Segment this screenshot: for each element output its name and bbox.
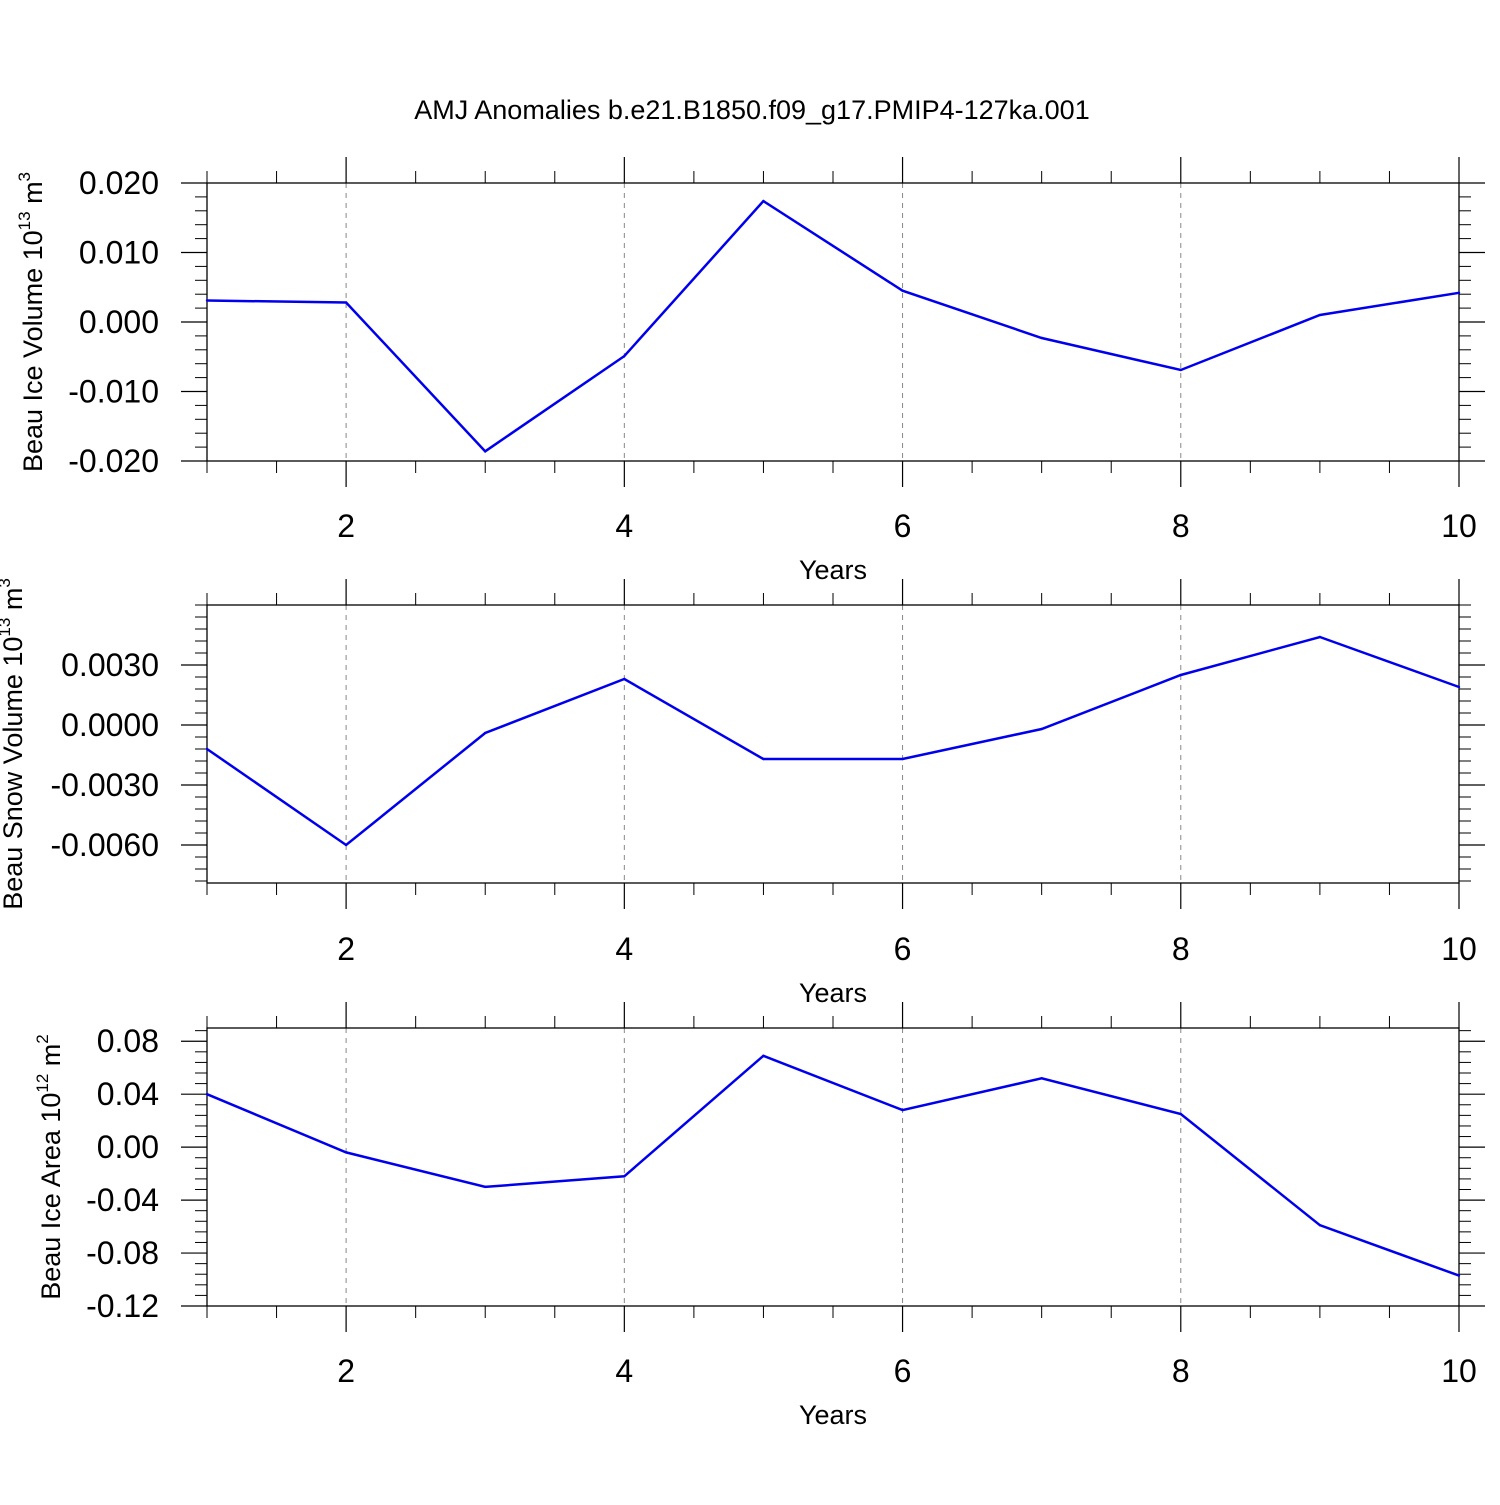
y-axis-title: Beau Snow Volume 1013 m3 bbox=[0, 578, 28, 910]
data-point bbox=[205, 1092, 209, 1096]
x-tick-label: 10 bbox=[1441, 508, 1477, 544]
x-tick-label: 8 bbox=[1172, 508, 1190, 544]
x-tick-label: 10 bbox=[1441, 931, 1477, 967]
data-point bbox=[623, 677, 626, 681]
y-tick-label: 0.010 bbox=[79, 235, 159, 271]
data-point bbox=[344, 843, 348, 847]
data-point bbox=[484, 450, 487, 453]
y-tick-label: 0.020 bbox=[79, 165, 159, 201]
y-tick-label: -0.0030 bbox=[50, 767, 159, 803]
data-point bbox=[205, 747, 209, 751]
y-tick-label: -0.010 bbox=[68, 374, 159, 410]
data-point bbox=[1179, 673, 1182, 677]
x-tick-label: 2 bbox=[337, 508, 355, 544]
plot-frame bbox=[206, 182, 1460, 462]
x-tick-label: 2 bbox=[337, 1353, 355, 1389]
data-point bbox=[1457, 291, 1461, 295]
y-tick-label: 0.0000 bbox=[61, 707, 159, 743]
y-axis-title: Beau Ice Area 1012 m2 bbox=[33, 1034, 66, 1300]
x-tick-label: 4 bbox=[615, 931, 633, 967]
data-point bbox=[205, 299, 209, 302]
data-point bbox=[623, 1175, 626, 1178]
data-point bbox=[1040, 1077, 1043, 1080]
data-point bbox=[1318, 635, 1322, 639]
y-tick-label: 0.04 bbox=[97, 1076, 159, 1112]
data-point bbox=[1318, 1224, 1322, 1227]
x-tick-label: 4 bbox=[615, 508, 633, 544]
y-tick-label: -0.0060 bbox=[50, 827, 159, 863]
x-tick-label: 6 bbox=[894, 1353, 912, 1389]
data-point bbox=[901, 757, 904, 761]
data-point bbox=[901, 1108, 904, 1112]
data-point bbox=[1040, 727, 1043, 731]
x-tick-label: 6 bbox=[894, 931, 912, 967]
x-tick-label: 10 bbox=[1441, 1353, 1477, 1389]
y-tick-label: -0.12 bbox=[86, 1288, 159, 1324]
data-point bbox=[901, 289, 904, 292]
y-tick-label: 0.08 bbox=[97, 1023, 159, 1059]
x-axis-title: Years bbox=[799, 978, 867, 1008]
data-point bbox=[762, 199, 765, 203]
data-point bbox=[1318, 313, 1322, 317]
data-point bbox=[762, 757, 765, 761]
data-point bbox=[344, 1151, 348, 1154]
y-tick-label: 0.000 bbox=[79, 304, 159, 340]
data-point bbox=[344, 301, 348, 304]
data-point bbox=[484, 1185, 487, 1189]
y-tick-label: 0.00 bbox=[97, 1129, 159, 1165]
plot-frame bbox=[206, 604, 1460, 884]
data-point bbox=[762, 1054, 765, 1058]
data-point bbox=[1179, 1112, 1182, 1116]
y-tick-label: -0.08 bbox=[86, 1235, 159, 1271]
chart-title: AMJ Anomalies b.e21.B1850.f09_g17.PMIP4-… bbox=[414, 95, 1089, 125]
series-line bbox=[206, 199, 1460, 453]
data-point bbox=[623, 354, 626, 358]
data-point bbox=[484, 731, 487, 735]
x-axis-title: Years bbox=[799, 555, 867, 585]
y-tick-label: 0.0030 bbox=[61, 647, 159, 683]
y-tick-label: -0.020 bbox=[68, 443, 159, 479]
x-tick-label: 8 bbox=[1172, 931, 1190, 967]
x-tick-label: 4 bbox=[615, 1353, 633, 1389]
x-axis-title: Years bbox=[799, 1400, 867, 1430]
x-tick-label: 8 bbox=[1172, 1353, 1190, 1389]
panel-1: 2 4 6 8 10 -0.020 -0.010 0.000 0.010 0.020 Years Be… bbox=[15, 157, 1485, 585]
x-tick-label: 2 bbox=[337, 931, 355, 967]
data-point bbox=[1179, 368, 1182, 372]
data-point bbox=[1457, 685, 1461, 689]
plot-frame bbox=[206, 1027, 1460, 1307]
y-tick-label: -0.04 bbox=[86, 1182, 159, 1218]
data-point bbox=[1040, 336, 1043, 340]
data-point bbox=[1457, 1274, 1461, 1277]
y-axis-title: Beau Ice Volume 1013 m3 bbox=[15, 172, 48, 472]
series-line bbox=[206, 635, 1460, 847]
panel-2: 2 4 6 8 10 -0.0060 -0.0030 0.0000 0.0030 Years Bea… bbox=[0, 578, 1485, 1008]
series-line bbox=[206, 1054, 1460, 1277]
panel-3: 2 4 6 8 10 -0.12 -0.08 -0.04 0.00 0.04 0.08 Years Be… bbox=[33, 1002, 1485, 1430]
x-tick-label: 6 bbox=[894, 508, 912, 544]
